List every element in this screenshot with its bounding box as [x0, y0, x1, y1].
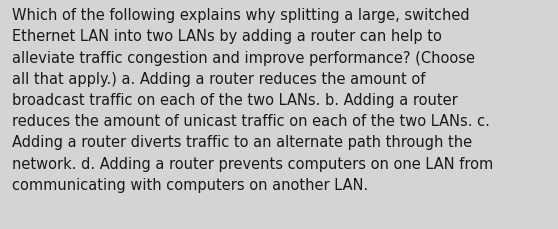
Text: Which of the following explains why splitting a large, switched
Ethernet LAN int: Which of the following explains why spli…: [12, 8, 493, 192]
